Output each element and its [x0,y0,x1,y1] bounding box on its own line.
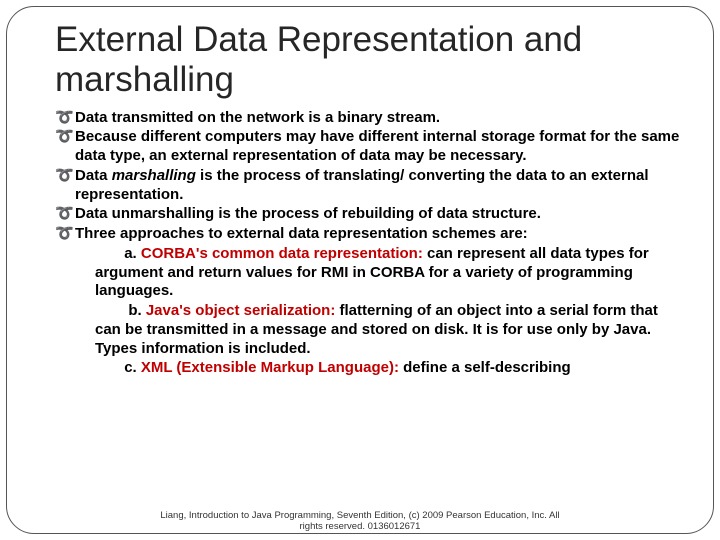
footer-line: Liang, Introduction to Java Programming,… [160,510,559,521]
sub-item: a. CORBA's common data representation: c… [95,245,680,301]
slide-title: External Data Representation and marshal… [55,20,680,101]
sub-text: define a self-describing [399,359,571,376]
bullet-icon: ➰ [55,225,75,244]
bullet-icon: ➰ [55,205,75,224]
sub-label: b. [128,302,146,319]
text-run: Data [75,167,112,184]
slide-footer: Liang, Introduction to Java Programming,… [0,511,720,532]
sub-item: b. Java's object serialization: flattern… [95,302,680,358]
bullet-text: Three approaches to external data repres… [75,225,680,244]
sub-highlight: XML (Extensible Markup Language): [141,359,399,376]
bullet-item: ➰ Because different computers may have d… [55,128,680,166]
bullet-icon: ➰ [55,128,75,166]
sub-item: c. XML (Extensible Markup Language): def… [95,359,680,378]
sub-highlight: Java's object serialization: [146,302,335,319]
sub-highlight: CORBA's common data representation: [141,245,423,262]
bullet-text: Data marshalling is the process of trans… [75,167,680,205]
sub-label: c. [124,359,141,376]
bullet-list: ➰ Data transmitted on the network is a b… [55,109,680,379]
bullet-icon: ➰ [55,167,75,205]
bullet-item: ➰ Data transmitted on the network is a b… [55,109,680,128]
footer-line: rights reserved. 0136012671 [300,521,421,532]
bullet-text: Data transmitted on the network is a bin… [75,109,680,128]
slide-content: External Data Representation and marshal… [55,20,680,378]
sub-label: a. [124,245,141,262]
bullet-item: ➰ Data marshalling is the process of tra… [55,167,680,205]
bullet-text: Data unmarshalling is the process of reb… [75,205,680,224]
bullet-icon: ➰ [55,109,75,128]
bullet-text: Because different computers may have dif… [75,128,680,166]
text-run-italic: marshalling [112,167,196,184]
bullet-item: ➰ Data unmarshalling is the process of r… [55,205,680,224]
bullet-item: ➰ Three approaches to external data repr… [55,225,680,244]
